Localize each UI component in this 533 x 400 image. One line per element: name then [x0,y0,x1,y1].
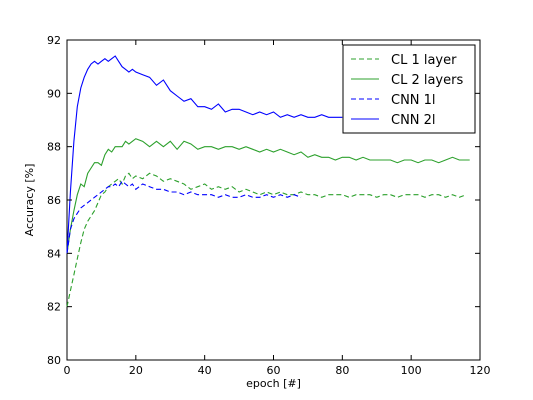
x-tick-label: 80 [335,364,349,377]
legend: CL 1 layer CL 2 layers CNN 1l CNN 2l [342,44,476,134]
series-line-2 [66,180,302,254]
x-tick-label: 100 [401,364,422,377]
y-tick-label: 84 [47,247,61,260]
x-tick-label: 40 [198,364,212,377]
x-axis-ticks: 0 20 40 60 80 100 120 [64,40,491,377]
x-axis-label: epoch [#] [246,377,301,390]
x-tick-label: 60 [267,364,281,377]
y-tick-label: 86 [47,194,61,207]
x-tick-label: 0 [64,364,71,377]
x-tick-label: 120 [470,364,491,377]
legend-label-0: CL 1 layer [391,53,457,68]
series-layer [66,55,470,307]
legend-label-3: CNN 2l [391,113,436,128]
y-tick-label: 90 [47,87,61,100]
legend-label-2: CNN 1l [391,93,436,108]
y-axis-ticks: 80 82 84 86 88 90 92 [47,34,480,367]
plot-area: 0 20 40 60 80 100 120 80 82 84 86 88 90 92 [47,34,491,377]
legend-label-1: CL 2 layers [391,73,463,88]
series-line-3 [66,55,343,254]
legend-box [342,44,476,134]
y-tick-label: 92 [47,34,61,47]
series-line-0 [66,172,467,307]
y-axis-label: Accuracy [%] [23,164,36,237]
y-tick-label: 82 [47,301,61,314]
series-line-1 [66,138,470,254]
y-tick-label: 88 [47,141,61,154]
x-tick-label: 20 [129,364,143,377]
y-tick-label: 80 [47,354,61,367]
